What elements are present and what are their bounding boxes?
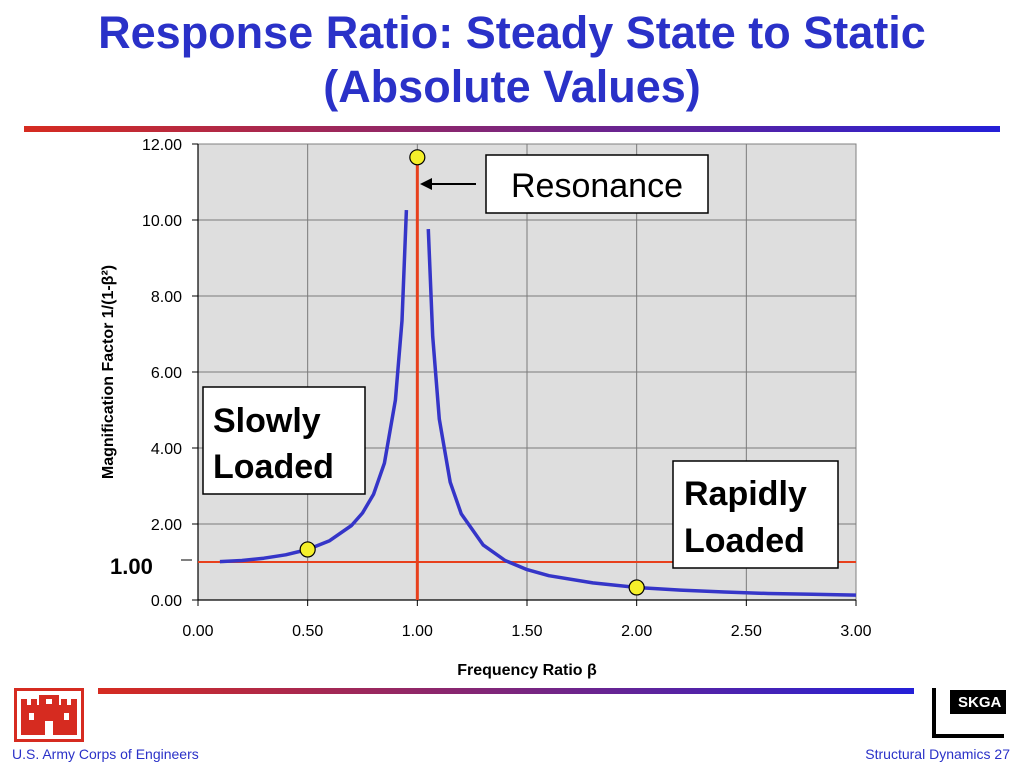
y-tick-label: 8.00 [151,289,182,306]
x-tick-label: 2.50 [731,623,762,640]
footer-page: Structural Dynamics 27 [865,746,1010,762]
footer-organization: U.S. Army Corps of Engineers [12,746,199,762]
x-tick-label: 0.50 [292,623,323,640]
slowly-loaded-line2: Loaded [213,448,334,486]
title-line-2: (Absolute Values) [323,61,701,112]
magnification-curve-right-branch [426,229,857,597]
unity-label: 1.00 [110,554,153,579]
x-axis-title: Frequency Ratio β [457,662,597,679]
bottom-divider [98,688,914,694]
title-line-1: Response Ratio: Steady State to Static [98,7,926,58]
rapidly-loaded-line2: Loaded [684,522,805,560]
top-divider [24,126,1000,132]
data-marker [628,579,645,596]
y-axis-title: Magnification Factor 1/(1-β²) [100,265,117,479]
x-tick-label: 1.00 [402,623,433,640]
skga-logo-text: SKGA [958,694,1002,711]
resonance-label: Resonance [511,167,683,205]
x-tick-label: 1.50 [511,623,542,640]
skga-logo: SKGA [930,688,1008,740]
rapidly-loaded-box [672,460,839,569]
resonance-arrowhead [420,178,432,190]
slowly-loaded-line1: Slowly [213,402,321,440]
y-tick-label: 10.00 [142,213,182,230]
x-tick-label: 2.00 [621,623,652,640]
y-tick-label: 12.00 [142,137,182,154]
x-tick-label: 0.00 [182,623,213,640]
magnification-curve-left-branch [219,210,409,564]
y-tick-label: 4.00 [151,441,182,458]
data-marker [409,149,426,166]
castle-logo-icon [14,688,84,742]
data-marker [299,541,316,558]
y-tick-label: 0.00 [151,593,182,610]
y-tick-label: 6.00 [151,365,182,382]
resonance-box [485,154,709,214]
y-tick-label: 2.00 [151,517,182,534]
x-tick-label: 3.00 [840,623,871,640]
slowly-loaded-box [202,386,366,495]
rapidly-loaded-line1: Rapidly [684,475,807,513]
slide-title: Response Ratio: Steady State to Static (… [0,6,1024,114]
